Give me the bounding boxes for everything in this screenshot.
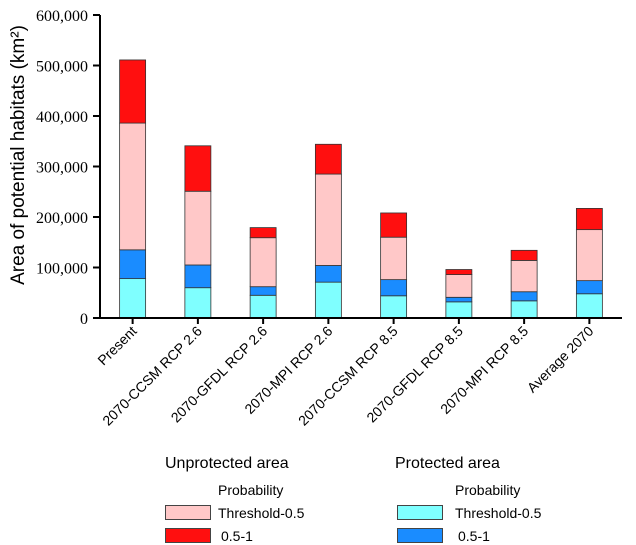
bar-segment [119, 278, 147, 319]
bar-segment [314, 173, 342, 266]
bar-segment [445, 274, 473, 298]
y-axis-label: Area of potential habitats (km²) [8, 25, 29, 285]
legend-swatch-unprotected-threshold [165, 505, 211, 520]
y-tick-label: 100,000 [36, 261, 88, 278]
bar-segment [249, 227, 277, 239]
bar-segment [249, 237, 277, 288]
bar-segment [119, 59, 147, 124]
legend-swatch-unprotected-high [165, 528, 211, 543]
y-axis: 0 100,000 200,000 300,000 400,000 500,000 600,… [36, 8, 101, 328]
bar-segment [510, 300, 538, 319]
y-tick-label: 500,000 [36, 59, 88, 76]
bar-segment [184, 145, 212, 192]
y-tick-label: 300,000 [36, 160, 88, 177]
bar-segment [575, 208, 603, 231]
bar-segment [445, 296, 473, 303]
bar-segment [575, 229, 603, 282]
bar-segment [445, 269, 473, 275]
bar-segment [380, 279, 408, 297]
bar-segment [510, 291, 538, 302]
bar-segment [314, 281, 342, 319]
bar-segment [314, 143, 342, 175]
bar-segment [184, 287, 212, 319]
bar-segment [184, 264, 212, 289]
legend-protected-subtitle: Probability [455, 482, 521, 498]
bar-segment [575, 293, 603, 319]
bar-segment [184, 190, 212, 266]
legend-protected-title: Protected area [395, 455, 500, 472]
y-tick-label: 600,000 [36, 8, 88, 25]
bar-segment [314, 265, 342, 283]
y-tick-label: 0 [80, 311, 88, 328]
bar-segment [510, 249, 538, 261]
y-tick-label: 400,000 [36, 109, 88, 126]
legend-unprotected-title: Unprotected area [165, 455, 289, 472]
bar-segment [119, 249, 147, 280]
bar-segment [380, 295, 408, 319]
legend-unprotected-subtitle: Probability [218, 482, 284, 498]
legend-swatch-protected-threshold [397, 505, 443, 520]
legend-label-unprotected-high: 0.5-1 [221, 528, 253, 544]
bar-segment [380, 236, 408, 281]
bar-segment [445, 301, 473, 319]
legend-label-unprotected-threshold: Threshold-0.5 [218, 505, 305, 521]
bar-segment [249, 286, 277, 296]
legend-label-protected-high: 0.5-1 [458, 528, 490, 544]
legend-swatch-protected-high [397, 528, 443, 543]
bar-segment [380, 212, 408, 238]
bar-segment [575, 280, 603, 295]
x-tick-label: Present [94, 323, 140, 369]
x-tick-label: Average 2070 [524, 323, 597, 396]
bar-segment [119, 122, 147, 251]
legend-label-protected-threshold: Threshold-0.5 [455, 505, 542, 521]
stacked-bar-chart: 0 100,000 200,000 300,000 400,000 500,000 600,… [8, 8, 622, 429]
bar-segment [249, 294, 277, 319]
y-tick-label: 200,000 [36, 210, 88, 227]
bar-segment [510, 260, 538, 293]
bars [119, 59, 603, 319]
